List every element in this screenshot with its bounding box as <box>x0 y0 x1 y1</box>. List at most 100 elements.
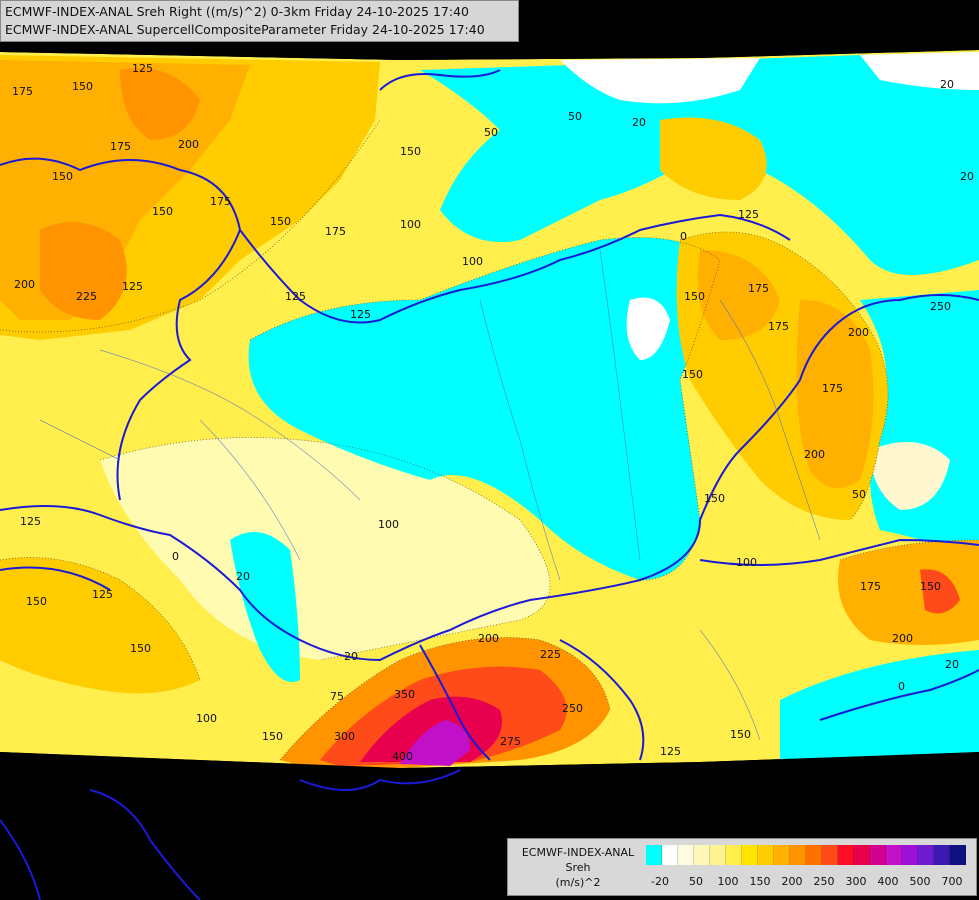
legend-swatch <box>758 845 774 865</box>
title-line-2: ECMWF-INDEX-ANAL SupercellCompositeParam… <box>5 22 485 37</box>
legend-tick-label: 300 <box>845 875 867 888</box>
legend-swatch <box>902 845 918 865</box>
legend-swatch <box>918 845 934 865</box>
contour-label: 125 <box>285 290 306 303</box>
legend-line-2: Sreh <box>565 861 591 874</box>
contour-label: 0 <box>898 680 905 693</box>
contour-label: 200 <box>478 632 499 645</box>
contour-label: 200 <box>14 278 35 291</box>
contour-label: 150 <box>730 728 751 741</box>
legend-swatch <box>886 845 902 865</box>
contour-label: 50 <box>568 110 582 123</box>
contour-label: 75 <box>330 690 344 703</box>
contour-label: 100 <box>462 255 483 268</box>
contour-label: 175 <box>210 195 231 208</box>
contour-label: 125 <box>132 62 153 75</box>
legend-swatch <box>822 845 838 865</box>
contour-label: 175 <box>768 320 789 333</box>
legend-tick-label: 700 <box>941 875 963 888</box>
contour-label: 175 <box>325 225 346 238</box>
contour-label: 100 <box>378 518 399 531</box>
contour-label: 175 <box>822 382 843 395</box>
contour-label: 225 <box>76 290 97 303</box>
shade-central-pale <box>100 437 550 660</box>
legend-swatch <box>806 845 822 865</box>
contour-label: 200 <box>804 448 825 461</box>
contour-label: 175 <box>748 282 769 295</box>
contour-label: 125 <box>660 745 681 758</box>
contour-label: 225 <box>540 648 561 661</box>
contour-label: 125 <box>92 588 113 601</box>
legend-ticks: -20 50 100 150 200 250 300 400 500 700 <box>646 875 976 891</box>
contour-label: 150 <box>52 170 73 183</box>
contour-label: 125 <box>122 280 143 293</box>
contour-label: 250 <box>562 702 583 715</box>
contour-label: 20 <box>632 116 646 129</box>
contour-label: 150 <box>26 595 47 608</box>
contour-label: 20 <box>344 650 358 663</box>
legend-tick-label: 150 <box>749 875 771 888</box>
contour-label: 100 <box>736 556 757 569</box>
legend-tick-label: 100 <box>717 875 739 888</box>
legend-swatch <box>742 845 758 865</box>
legend-swatch <box>662 845 678 865</box>
contour-label: 20 <box>940 78 954 91</box>
contour-label: 400 <box>392 750 413 763</box>
contour-label: 125 <box>20 515 41 528</box>
legend-tick-label: -20 <box>651 875 669 888</box>
contour-label: 200 <box>178 138 199 151</box>
contour-label: 100 <box>400 218 421 231</box>
legend-tick-label: 50 <box>689 875 703 888</box>
legend-swatch <box>694 845 710 865</box>
legend-swatch <box>950 845 966 865</box>
legend-swatch <box>934 845 950 865</box>
contour-label: 150 <box>152 205 173 218</box>
contour-label: 150 <box>682 368 703 381</box>
legend-tick-label: 200 <box>781 875 803 888</box>
color-legend: ECMWF-INDEX-ANAL Sreh (m/s)^2 -20 50 100 15… <box>507 838 977 896</box>
contour-label: 300 <box>334 730 355 743</box>
contour-label: 50 <box>484 126 498 139</box>
legend-swatch <box>838 845 854 865</box>
contour-label: 150 <box>130 642 151 655</box>
contour-label: 150 <box>684 290 705 303</box>
contour-label: 175 <box>12 85 33 98</box>
legend-tick-label: 400 <box>877 875 899 888</box>
legend-swatch <box>790 845 806 865</box>
contour-label: 100 <box>196 712 217 725</box>
legend-swatch <box>870 845 886 865</box>
legend-line-3: (m/s)^2 <box>555 876 601 889</box>
legend-label: ECMWF-INDEX-ANAL Sreh (m/s)^2 <box>512 845 644 890</box>
legend-swatch <box>646 845 662 865</box>
contour-label: 275 <box>500 735 521 748</box>
map-title-box: ECMWF-INDEX-ANAL Sreh Right ((m/s)^2) 0-… <box>0 0 519 42</box>
title-line-1: ECMWF-INDEX-ANAL Sreh Right ((m/s)^2) 0-… <box>5 4 469 19</box>
legend-swatch <box>774 845 790 865</box>
contour-label: 200 <box>892 632 913 645</box>
contour-label: 150 <box>72 80 93 93</box>
contour-label: 0 <box>680 230 687 243</box>
contour-label: 150 <box>920 580 941 593</box>
contour-label: 125 <box>350 308 371 321</box>
contour-label: 0 <box>172 550 179 563</box>
country-borders <box>0 69 979 900</box>
contour-labels: 175 150 125 200 175 150 100 150 175 125 … <box>12 62 974 763</box>
contour-label: 125 <box>738 208 759 221</box>
contour-label: 20 <box>945 658 959 671</box>
contour-label: 175 <box>110 140 131 153</box>
contour-label: 150 <box>262 730 283 743</box>
legend-tick-label: 250 <box>813 875 835 888</box>
legend-line-1: ECMWF-INDEX-ANAL <box>521 846 635 859</box>
legend-swatch <box>854 845 870 865</box>
contour-label: 50 <box>852 488 866 501</box>
legend-swatches <box>646 845 966 865</box>
contour-label: 175 <box>860 580 881 593</box>
legend-swatch <box>726 845 742 865</box>
contour-label: 150 <box>400 145 421 158</box>
contour-label: 150 <box>270 215 291 228</box>
contour-label: 20 <box>236 570 250 583</box>
legend-swatch <box>678 845 694 865</box>
contour-label: 20 <box>960 170 974 183</box>
contour-label: 350 <box>394 688 415 701</box>
legend-tick-label: 500 <box>909 875 931 888</box>
